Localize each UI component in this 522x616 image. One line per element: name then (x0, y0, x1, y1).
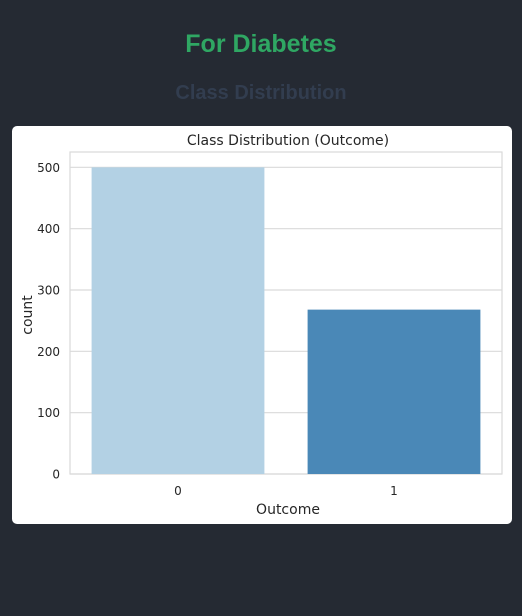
chart-card: Class Distribution (Outcome) 0 100 200 300 4… (12, 126, 512, 524)
y-tick-label: 400 (37, 222, 60, 236)
bars (91, 167, 481, 475)
y-tick-label: 500 (37, 161, 60, 175)
y-axis-label: count (20, 295, 36, 335)
bar-chart: Class Distribution (Outcome) 01002003004… (20, 133, 503, 518)
y-tick-label: 100 (37, 406, 60, 420)
y-tick-label: 200 (37, 345, 60, 359)
y-tick-label: 300 (37, 284, 60, 298)
x-tick-label: 0 (174, 484, 182, 498)
x-tick-label: 1 (390, 484, 398, 498)
x-axis-label: Outcome (256, 502, 320, 518)
y-axis-ticks: 0 100 200 300 400 500 (37, 161, 60, 482)
bar-0 (91, 167, 265, 475)
y-tick-label: 0 (52, 468, 60, 482)
bar-1 (307, 309, 481, 474)
section-title: Class Distribution (175, 82, 347, 104)
page-title: For Diabetes (185, 30, 337, 58)
chart-title: Class Distribution (Outcome) (187, 133, 389, 149)
